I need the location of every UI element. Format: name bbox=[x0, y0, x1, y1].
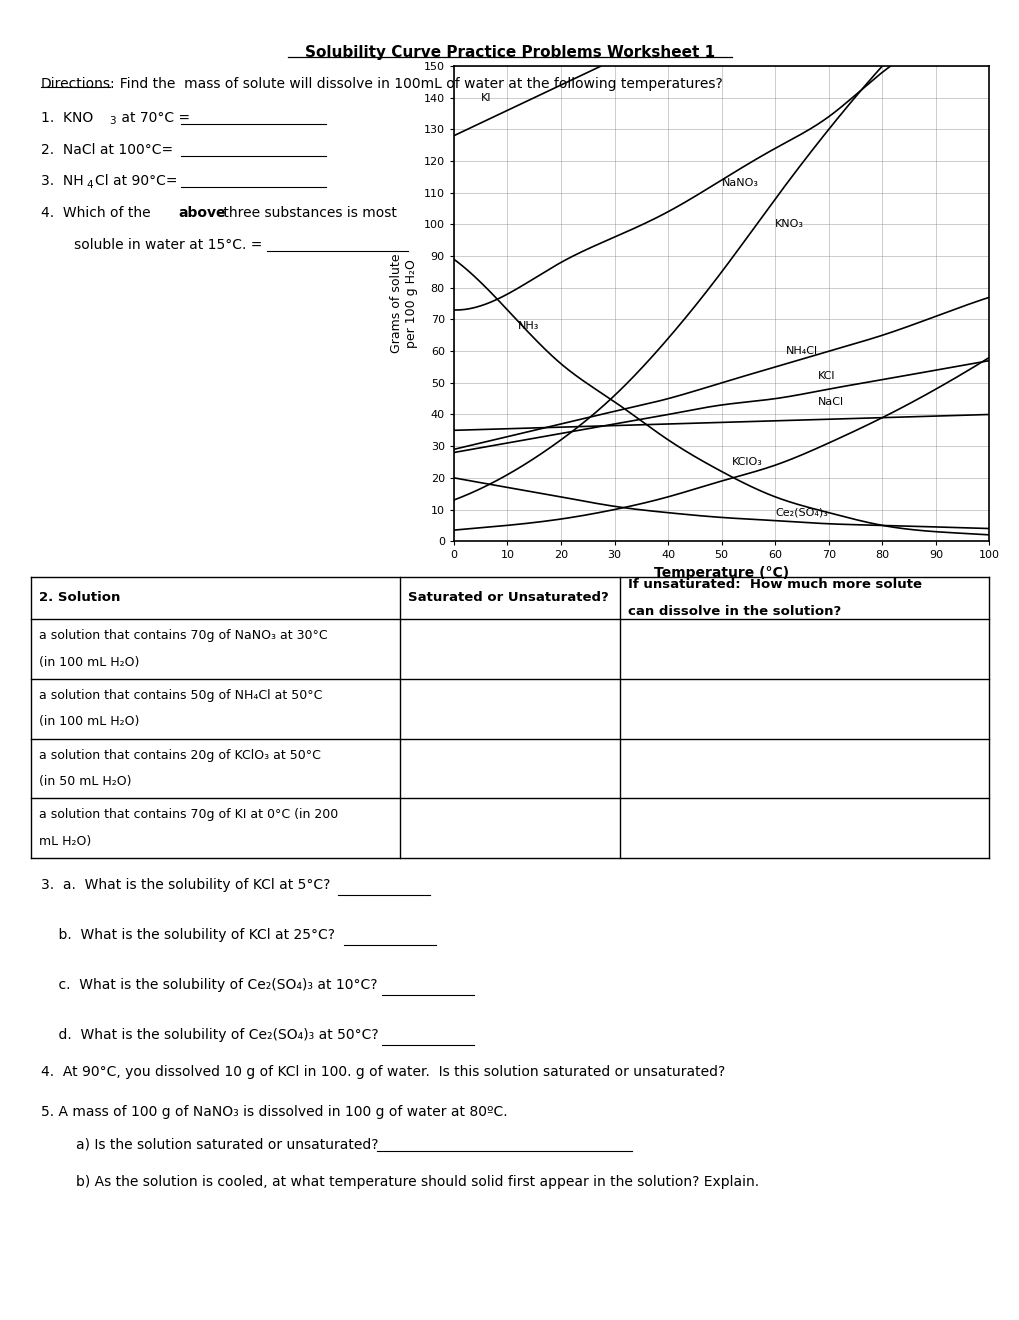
Text: a solution that contains 70g of NaNO₃ at 30°C: a solution that contains 70g of NaNO₃ at… bbox=[39, 630, 327, 643]
Text: Cl at 90°C=: Cl at 90°C= bbox=[95, 174, 181, 189]
Text: mL H₂O): mL H₂O) bbox=[39, 834, 91, 847]
Text: a solution that contains 70g of KI at 0°C (in 200: a solution that contains 70g of KI at 0°… bbox=[39, 808, 337, 821]
Text: If unsaturated:  How much more solute: If unsaturated: How much more solute bbox=[628, 578, 921, 591]
Text: 2.  NaCl at 100°C=: 2. NaCl at 100°C= bbox=[41, 143, 177, 157]
Text: 3: 3 bbox=[109, 116, 115, 127]
Text: b.  What is the solubility of KCl at 25°C?: b. What is the solubility of KCl at 25°C… bbox=[41, 928, 343, 942]
Text: three substances is most: three substances is most bbox=[219, 206, 396, 220]
Text: (in 100 mL H₂O): (in 100 mL H₂O) bbox=[39, 715, 139, 729]
Text: KI: KI bbox=[480, 92, 491, 103]
Text: NaNO₃: NaNO₃ bbox=[721, 178, 758, 189]
Text: 3.  a.  What is the solubility of KCl at 5°C?: 3. a. What is the solubility of KCl at 5… bbox=[41, 878, 338, 892]
Text: NH₄Cl: NH₄Cl bbox=[785, 346, 817, 356]
Text: NaCl: NaCl bbox=[817, 397, 844, 407]
X-axis label: Temperature (°C): Temperature (°C) bbox=[653, 566, 789, 579]
Text: a solution that contains 20g of KClO₃ at 50°C: a solution that contains 20g of KClO₃ at… bbox=[39, 748, 320, 762]
Text: 4.  At 90°C, you dissolved 10 g of KCl in 100. g of water.  Is this solution sat: 4. At 90°C, you dissolved 10 g of KCl in… bbox=[41, 1065, 725, 1080]
Text: Find the  mass of solute will dissolve in 100mL of water at the following temper: Find the mass of solute will dissolve in… bbox=[111, 77, 722, 91]
Text: Saturated or Unsaturated?: Saturated or Unsaturated? bbox=[408, 591, 608, 605]
Text: KNO₃: KNO₃ bbox=[774, 219, 803, 230]
Text: 2. Solution: 2. Solution bbox=[39, 591, 120, 605]
Text: d.  What is the solubility of Ce₂(SO₄)₃ at 50°C?: d. What is the solubility of Ce₂(SO₄)₃ a… bbox=[41, 1028, 387, 1043]
Text: 3.  NH: 3. NH bbox=[41, 174, 84, 189]
Text: 4.  Which of the: 4. Which of the bbox=[41, 206, 155, 220]
Text: (in 100 mL H₂O): (in 100 mL H₂O) bbox=[39, 656, 139, 669]
Text: c.  What is the solubility of Ce₂(SO₄)₃ at 10°C?: c. What is the solubility of Ce₂(SO₄)₃ a… bbox=[41, 978, 385, 993]
Text: b) As the solution is cooled, at what temperature should solid first appear in t: b) As the solution is cooled, at what te… bbox=[41, 1175, 758, 1189]
Text: Directions:: Directions: bbox=[41, 77, 115, 91]
Text: at 70°C =: at 70°C = bbox=[117, 111, 195, 125]
Text: 5. A mass of 100 g of NaNO₃ is dissolved in 100 g of water at 80ºC.: 5. A mass of 100 g of NaNO₃ is dissolved… bbox=[41, 1105, 506, 1119]
Text: can dissolve in the solution?: can dissolve in the solution? bbox=[628, 605, 841, 618]
Text: a) Is the solution saturated or unsaturated?: a) Is the solution saturated or unsatura… bbox=[41, 1138, 378, 1152]
Text: 4: 4 bbox=[87, 180, 93, 190]
Y-axis label: Grams of solute
per 100 g H₂O: Grams of solute per 100 g H₂O bbox=[390, 253, 418, 354]
Text: KCl: KCl bbox=[817, 371, 835, 381]
Text: Solubility Curve Practice Problems Worksheet 1: Solubility Curve Practice Problems Works… bbox=[305, 45, 714, 59]
Text: Ce₂(SO₄)₃: Ce₂(SO₄)₃ bbox=[774, 508, 827, 517]
Text: above: above bbox=[178, 206, 226, 220]
Text: 1.  KNO: 1. KNO bbox=[41, 111, 93, 125]
Text: NH₃: NH₃ bbox=[518, 321, 539, 331]
Text: soluble in water at 15°C. =: soluble in water at 15°C. = bbox=[61, 238, 267, 252]
Text: a solution that contains 50g of NH₄Cl at 50°C: a solution that contains 50g of NH₄Cl at… bbox=[39, 689, 322, 702]
Text: KClO₃: KClO₃ bbox=[732, 457, 762, 467]
Text: (in 50 mL H₂O): (in 50 mL H₂O) bbox=[39, 775, 131, 788]
